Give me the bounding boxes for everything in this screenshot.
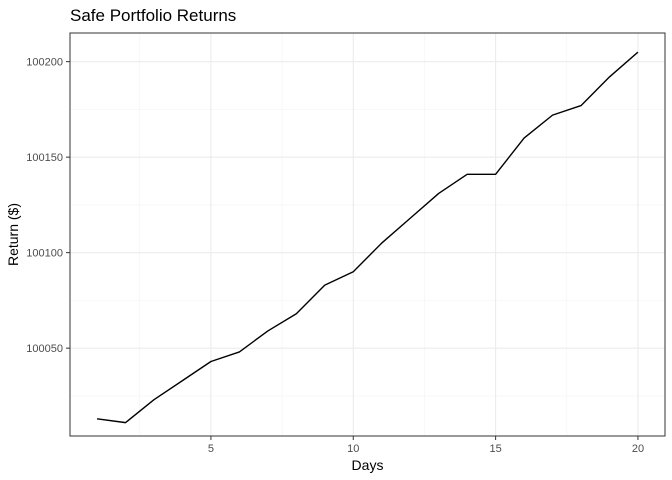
y-axis-title: Return ($) xyxy=(5,203,21,266)
x-axis: 5 10 15 20 xyxy=(208,436,644,455)
chart-title: Safe Portfolio Returns xyxy=(70,6,236,25)
x-tick-label: 5 xyxy=(208,443,214,455)
y-tick-label: 100050 xyxy=(26,343,63,355)
y-tick-label: 100100 xyxy=(26,248,63,260)
x-axis-title: Days xyxy=(352,457,384,473)
y-tick-label: 100150 xyxy=(26,152,63,164)
y-tick-label: 100200 xyxy=(26,57,63,69)
series-group xyxy=(96,51,639,424)
x-tick-label: 10 xyxy=(347,443,359,455)
plot-panel-border xyxy=(69,32,666,437)
x-tick-label: 20 xyxy=(632,443,644,455)
y-axis: 100050 100100 100150 100200 xyxy=(26,57,70,355)
grid xyxy=(70,33,665,436)
x-tick-label: 15 xyxy=(489,443,501,455)
series-line xyxy=(96,51,639,424)
